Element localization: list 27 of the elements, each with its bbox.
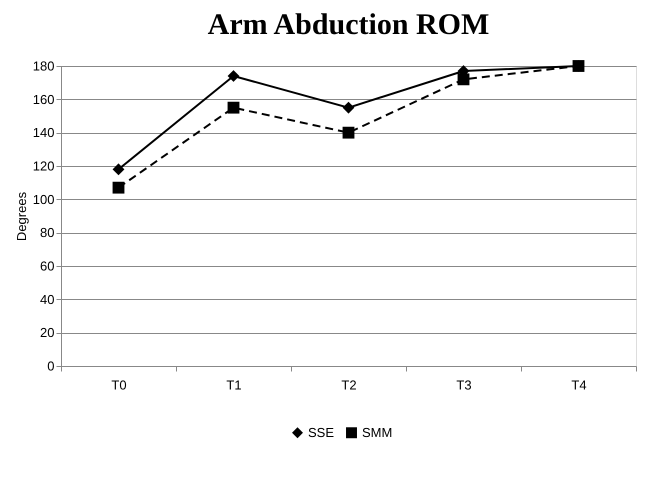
y-tick-label: 0	[47, 358, 54, 374]
chart-title: Arm Abduction ROM	[208, 8, 490, 41]
x-tick-label: T1	[226, 378, 242, 392]
y-tick-label: 180	[32, 58, 54, 74]
legend-label: SSE	[308, 424, 334, 440]
point	[342, 126, 354, 139]
y-tick-label: 100	[32, 192, 54, 207]
x-tick-label: T2	[341, 378, 357, 392]
y-tick-label: 160	[32, 92, 54, 107]
y-tick-label: 40	[40, 292, 54, 307]
y-tick-label: 80	[40, 225, 54, 240]
point	[228, 70, 240, 82]
point	[458, 73, 470, 86]
y-tick-label: 60	[40, 258, 54, 274]
y-tick-label: 140	[32, 125, 54, 140]
y-tick-label: 20	[40, 325, 54, 340]
point	[572, 60, 584, 72]
point	[228, 102, 240, 114]
point	[342, 102, 354, 114]
y-axis-title: Degrees	[14, 191, 29, 242]
x-tick-label: T4	[571, 378, 587, 392]
point	[112, 163, 124, 176]
point	[112, 182, 124, 194]
legend-label: SMM	[362, 424, 392, 440]
x-tick-label: T0	[111, 378, 127, 392]
x-tick-label: T3	[456, 378, 472, 392]
y-tick-label: 120	[32, 158, 54, 174]
